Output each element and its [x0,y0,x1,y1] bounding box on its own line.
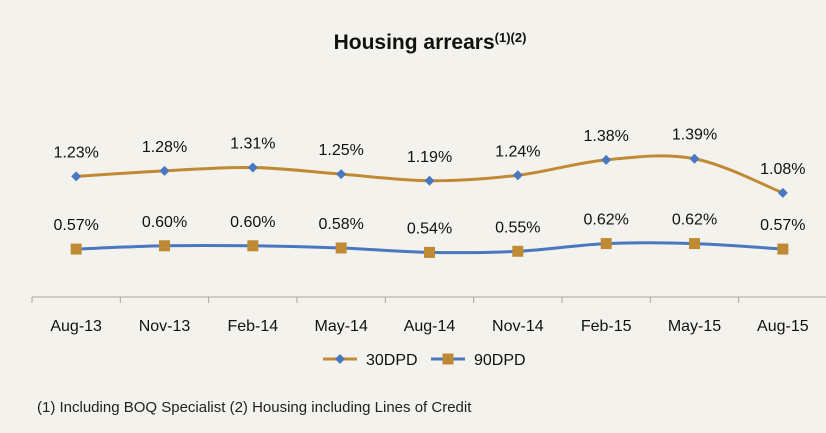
x-tick-label: May-15 [668,318,721,335]
legend: 30DPD 90DPD [323,352,526,369]
data-point-30dpd [601,154,612,165]
data-point-90dpd [777,243,789,255]
data-point-30dpd [336,169,347,180]
data-label-30dpd: 1.28% [142,139,187,156]
data-point-90dpd [70,243,82,255]
x-tick-label: Aug-15 [757,318,809,335]
data-label-30dpd: 1.39% [672,127,717,144]
data-label-90dpd: 0.57% [53,217,98,234]
data-point-90dpd [600,238,612,250]
data-label-30dpd: 1.23% [53,144,98,161]
data-point-30dpd [247,162,258,173]
data-label-30dpd: 1.24% [495,143,540,160]
data-label-90dpd: 0.62% [583,212,628,229]
data-label-90dpd: 0.60% [142,214,187,231]
data-label-90dpd: 0.60% [230,214,275,231]
data-label-90dpd: 0.54% [407,220,452,237]
data-label-30dpd: 1.31% [230,136,275,153]
data-label-30dpd: 1.38% [583,128,628,145]
legend-label-90dpd: 90DPD [474,352,526,369]
data-label-90dpd: 0.58% [318,216,363,233]
data-point-90dpd [512,245,524,257]
data-label-90dpd: 0.62% [672,212,717,229]
chart-title-superscript: (1)(2) [495,30,527,45]
legend-marker-30dpd [335,354,345,364]
chart-title-text: Housing arrears [334,31,495,54]
x-tick-label: May-14 [314,318,367,335]
data-label-90dpd: 0.55% [495,219,540,236]
data-label-30dpd: 1.25% [318,142,363,159]
data-point-30dpd [777,187,788,198]
legend-marker-90dpd [442,353,454,365]
data-point-30dpd [512,170,523,181]
x-tick-label: Nov-14 [492,318,544,335]
data-label-30dpd: 1.08% [760,161,805,178]
series-30dpd: 1.23% 1.28% 1.31% 1.25% 1.19% 1.24% 1.38% 1.39%… [53,127,806,198]
data-point-30dpd [689,153,700,164]
x-tick-label: Feb-14 [227,318,278,335]
data-point-30dpd [159,165,170,176]
data-point-30dpd [424,175,435,186]
x-tick-label: Nov-13 [139,318,191,335]
data-point-30dpd [71,171,82,182]
x-tick-label: Aug-13 [50,318,102,335]
data-point-90dpd [159,240,170,252]
data-point-90dpd [424,246,435,258]
data-label-30dpd: 1.19% [407,149,452,166]
x-tick-label: Aug-14 [404,318,456,335]
chart-title: Housing arrears(1)(2) [334,30,527,54]
data-point-90dpd [335,242,347,254]
data-label-90dpd: 0.57% [760,217,805,234]
footnote: (1) Including BOQ Specialist (2) Housing… [37,399,472,416]
x-axis: Aug-13 Nov-13 Feb-14 May-14 Aug-14 Nov-14 Feb-… [31,296,826,335]
x-tick-label: Feb-15 [581,318,632,335]
legend-label-30dpd: 30DPD [366,352,418,369]
data-point-90dpd [689,238,700,250]
plot-area: 1.23% 1.28% 1.31% 1.25% 1.19% 1.24% 1.38% 1.39%… [53,127,806,258]
data-point-90dpd [247,240,259,252]
series-90dpd: 0.57% 0.60% 0.60% 0.58% 0.54% 0.55% 0.62% 0.62%… [53,212,806,258]
